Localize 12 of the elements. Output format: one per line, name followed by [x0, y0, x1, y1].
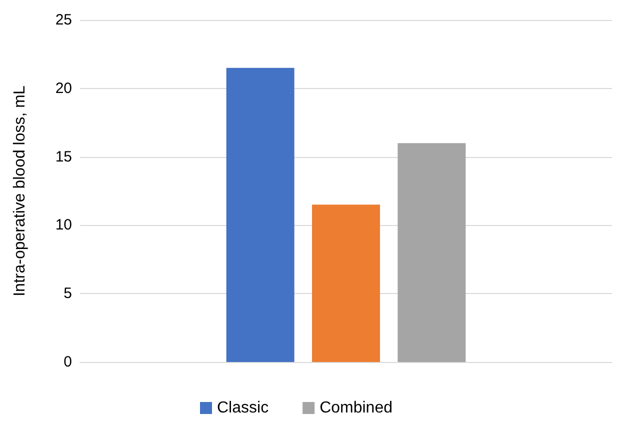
- legend-label: Combined: [320, 400, 392, 416]
- y-axis-title: Intra-operative blood loss, mL: [12, 86, 28, 296]
- y-tick-label: 5: [64, 285, 72, 302]
- y-tick-label: 10: [55, 216, 72, 234]
- y-tick-label: 15: [55, 148, 72, 166]
- bar: [226, 68, 294, 362]
- legend-label: Classic: [217, 400, 269, 416]
- bar: [398, 143, 466, 362]
- y-tick-label: 25: [55, 12, 72, 28]
- y-tick-label: 0: [64, 354, 72, 370]
- y-tick-label: 20: [55, 80, 72, 97]
- bar: [312, 204, 380, 362]
